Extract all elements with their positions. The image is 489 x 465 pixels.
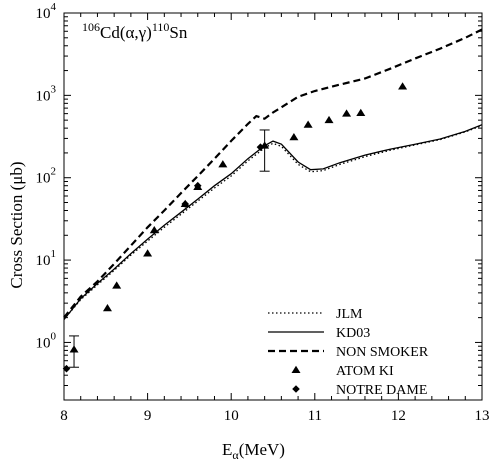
legend: JLM KD03 NON SMOKER ATOM KI NOTRE DAME — [268, 307, 429, 398]
title-mid: Cd(α,γ) — [100, 23, 152, 42]
axis-ticks — [63, 12, 483, 401]
marker-atom-ki — [149, 226, 159, 234]
marker-atom-ki — [102, 303, 112, 312]
y-tick-base: 10 — [36, 253, 51, 269]
y-axis-title: Cross Section (μb) — [7, 161, 26, 288]
marker-notre-dame — [193, 181, 202, 190]
x-tick-label: 11 — [308, 408, 322, 424]
legend-label-jlm: JLM — [336, 307, 363, 322]
y-tick-base: 10 — [36, 88, 51, 104]
y-tick-exponent: 1 — [51, 248, 57, 260]
x-tick-label: 12 — [391, 408, 406, 424]
legend-item-atom-ki: ATOM KI — [291, 364, 394, 379]
legend-label-non-smoker: NON SMOKER — [336, 345, 429, 360]
plot-frame — [63, 12, 483, 401]
marker-atom-ki — [112, 281, 122, 289]
y-tick-label: 101 — [36, 248, 57, 269]
y-tick-label: 100 — [36, 330, 57, 351]
legend-label-notre-dame: NOTRE DAME — [336, 383, 427, 398]
legend-swatch-notre-dame — [292, 385, 300, 393]
x-axis-title-sub: α — [232, 448, 239, 462]
marker-atom-ki — [324, 115, 334, 124]
legend-label-kd03: KD03 — [336, 326, 370, 341]
marker-notre-dame — [181, 200, 190, 208]
x-axis-title: Eα(MeV) — [222, 440, 285, 462]
legend-item-notre-dame: NOTRE DAME — [292, 383, 427, 398]
legend-item-kd03: KD03 — [268, 326, 370, 341]
chart-title: 106Cd(α,γ)110Sn — [82, 20, 188, 42]
series-line-jlm — [63, 124, 483, 320]
title-sup1: 106 — [82, 20, 100, 34]
series-line-non-smoker — [63, 28, 483, 319]
marker-atom-ki — [398, 82, 408, 90]
x-tick-label: 8 — [60, 408, 68, 424]
y-tick-exponent: 2 — [51, 166, 57, 178]
marker-atom-ki — [356, 108, 366, 117]
series-lines — [63, 28, 483, 320]
marker-notre-dame — [62, 364, 71, 373]
marker-atom-ki — [69, 345, 79, 353]
y-tick-label: 103 — [36, 83, 57, 104]
legend-item-non-smoker: NON SMOKER — [268, 345, 429, 360]
series-line-kd03 — [63, 124, 483, 320]
x-axis-title-main: E — [222, 440, 232, 459]
y-tick-exponent: 0 — [51, 330, 57, 342]
title-sup2: 110 — [152, 20, 170, 34]
data-markers — [62, 82, 408, 373]
marker-atom-ki — [342, 109, 352, 117]
marker-notre-dame — [256, 143, 265, 151]
x-tick-label: 13 — [475, 408, 489, 424]
legend-swatch-atom-ki — [291, 365, 301, 373]
y-tick-label: 104 — [36, 1, 57, 22]
marker-atom-ki — [303, 120, 313, 128]
legend-item-jlm: JLM — [268, 307, 363, 322]
marker-atom-ki — [143, 249, 153, 257]
y-tick-label: 102 — [36, 166, 57, 187]
y-tick-base: 10 — [36, 335, 51, 351]
y-tick-exponent: 4 — [51, 1, 57, 13]
y-tick-base: 10 — [36, 6, 51, 22]
legend-label-atom-ki: ATOM KI — [336, 364, 394, 379]
title-end: Sn — [169, 23, 187, 42]
x-tick-label: 10 — [224, 408, 239, 424]
x-axis-title-unit: (MeV) — [239, 440, 285, 459]
marker-atom-ki — [218, 160, 228, 168]
x-tick-label: 9 — [144, 408, 152, 424]
y-tick-exponent: 3 — [51, 83, 57, 95]
y-tick-base: 10 — [36, 171, 51, 187]
marker-atom-ki — [289, 132, 299, 141]
